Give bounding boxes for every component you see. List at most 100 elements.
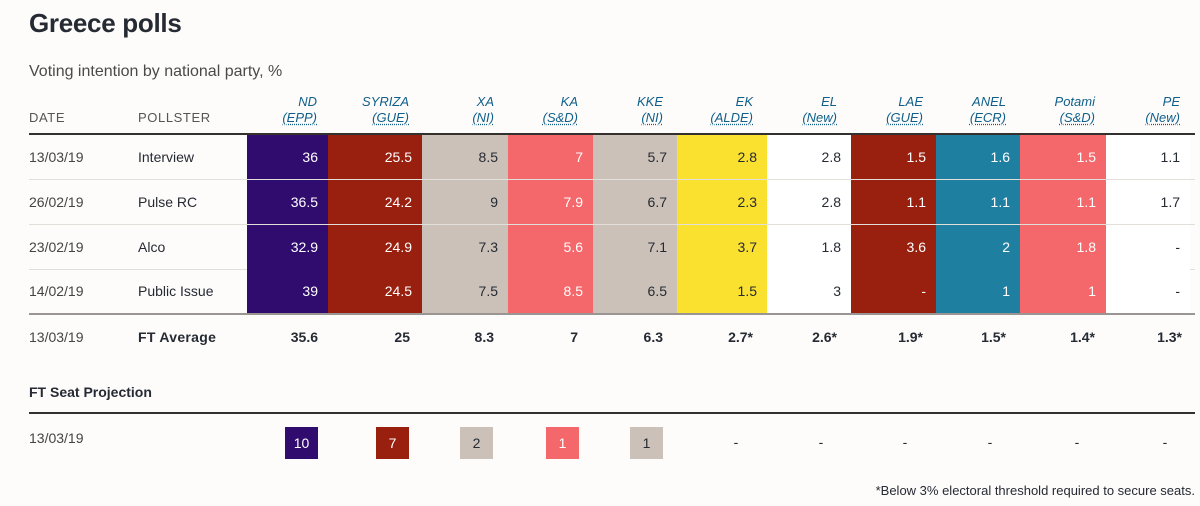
page-subtitle: Voting intention by national party, % bbox=[29, 63, 283, 80]
average-value-ka: 7 bbox=[570, 329, 578, 345]
value-cell-ka: 8.5 bbox=[508, 269, 593, 313]
value-cell-lae: - bbox=[851, 269, 936, 313]
header-divider bbox=[29, 133, 1195, 135]
value-cell-pe: 1.1 bbox=[1106, 135, 1190, 179]
value-cell-nd: 32.9 bbox=[247, 225, 328, 269]
value-cell-syriza: 24.2 bbox=[328, 180, 422, 224]
table-row: 23/02/19 Alco 32.9 24.9 7.3 5.6 7.1 3.7 … bbox=[0, 225, 1200, 269]
value-cell-lae: 3.6 bbox=[851, 225, 936, 269]
party-header-kke[interactable]: KKE (NI) bbox=[593, 94, 663, 126]
party-header-lae[interactable]: LAE (GUE) bbox=[851, 94, 923, 126]
value-cell-potami: 1 bbox=[1020, 269, 1106, 313]
value-cell-ka: 7 bbox=[508, 135, 593, 179]
poll-date: 26/02/19 bbox=[29, 194, 84, 210]
average-value-potami: 1.4* bbox=[1070, 329, 1095, 345]
value-cell-nd: 39 bbox=[247, 269, 328, 313]
seat-box-syriza: 7 bbox=[376, 427, 409, 459]
seat-box-xa: 2 bbox=[460, 427, 493, 459]
value-cell-nd: 36 bbox=[247, 135, 328, 179]
value-cell-pe: - bbox=[1106, 225, 1190, 269]
average-value-xa: 8.3 bbox=[474, 329, 494, 345]
party-group: (GUE) bbox=[372, 110, 409, 125]
value-cell-potami: 1.5 bbox=[1020, 135, 1106, 179]
poll-date: 13/03/19 bbox=[29, 149, 84, 165]
value-cell-pe: - bbox=[1106, 269, 1190, 313]
party-group: (EPP) bbox=[282, 110, 317, 125]
value-cell-anel: 1.6 bbox=[936, 135, 1020, 179]
party-group: (ECR) bbox=[969, 110, 1006, 125]
party-group: (New) bbox=[802, 110, 837, 125]
party-header-potami[interactable]: Potami (S&D) bbox=[1020, 94, 1095, 126]
value-cell-kke: 7.1 bbox=[593, 225, 677, 269]
average-date: 13/03/19 bbox=[29, 329, 84, 345]
party-group: (S&D) bbox=[542, 110, 578, 125]
party-group: (S&D) bbox=[1059, 110, 1095, 125]
value-cell-anel: 1 bbox=[936, 269, 1020, 313]
value-cell-potami: 1.8 bbox=[1020, 225, 1106, 269]
row-divider bbox=[29, 224, 1195, 225]
pollster-name: Pulse RC bbox=[138, 194, 198, 210]
value-cell-kke: 5.7 bbox=[593, 135, 677, 179]
party-name: LAE bbox=[898, 94, 923, 109]
party-header-syriza[interactable]: SYRIZA (GUE) bbox=[333, 94, 409, 126]
value-cell-kke: 6.5 bbox=[593, 269, 677, 313]
average-label: FT Average bbox=[138, 329, 217, 345]
value-cell-anel: 2 bbox=[936, 225, 1020, 269]
party-group: (New) bbox=[1145, 110, 1180, 125]
party-name: ANEL bbox=[972, 94, 1006, 109]
party-name: EK bbox=[735, 94, 753, 109]
value-cell-el: 2.8 bbox=[767, 135, 851, 179]
party-header-ka[interactable]: KA (S&D) bbox=[508, 94, 578, 126]
party-header-pe[interactable]: PE (New) bbox=[1106, 94, 1180, 126]
seat-value-potami: - bbox=[1074, 434, 1080, 450]
party-group: (GUE) bbox=[886, 110, 923, 125]
seat-value-lae: - bbox=[902, 434, 908, 450]
seat-box-kke: 1 bbox=[630, 427, 663, 459]
party-header-el[interactable]: EL (New) bbox=[767, 94, 837, 126]
pollster-name: Alco bbox=[138, 239, 166, 255]
value-cell-ka: 7.9 bbox=[508, 180, 593, 224]
average-value-ek: 2.7* bbox=[728, 329, 753, 345]
poll-date: 14/02/19 bbox=[29, 283, 84, 299]
seat-value-ek: - bbox=[733, 434, 739, 450]
table-row: 14/02/19 Public Issue 39 24.5 7.5 8.5 6.… bbox=[0, 269, 1200, 313]
page-title: Greece polls bbox=[29, 8, 182, 38]
value-cell-el: 3 bbox=[767, 269, 851, 313]
seat-projection-divider bbox=[29, 412, 1195, 414]
party-group: (NI) bbox=[641, 110, 663, 125]
pollster-name: Public Issue bbox=[138, 283, 214, 299]
seat-value-anel: - bbox=[987, 434, 993, 450]
value-cell-ek: 1.5 bbox=[677, 269, 767, 313]
party-name: KKE bbox=[636, 94, 663, 109]
party-name: KA bbox=[560, 94, 578, 109]
value-cell-potami: 1.1 bbox=[1020, 180, 1106, 224]
value-cell-ek: 2.8 bbox=[677, 135, 767, 179]
pollster-name: Interview bbox=[138, 149, 195, 165]
party-header-anel[interactable]: ANEL (ECR) bbox=[936, 94, 1006, 126]
seat-projection-title: FT Seat Projection bbox=[29, 384, 152, 400]
value-cell-xa: 8.5 bbox=[422, 135, 508, 179]
value-cell-ek: 2.3 bbox=[677, 180, 767, 224]
party-name: Potami bbox=[1054, 94, 1095, 109]
value-cell-xa: 7.3 bbox=[422, 225, 508, 269]
value-cell-lae: 1.1 bbox=[851, 180, 936, 224]
value-cell-lae: 1.5 bbox=[851, 135, 936, 179]
value-cell-pe: 1.7 bbox=[1106, 180, 1190, 224]
footnote: *Below 3% electoral threshold required t… bbox=[875, 483, 1195, 498]
party-group: (NI) bbox=[472, 110, 494, 125]
value-cell-anel: 1.1 bbox=[936, 180, 1020, 224]
party-header-ek[interactable]: EK (ALDE) bbox=[677, 94, 753, 126]
party-header-xa[interactable]: XA (NI) bbox=[422, 94, 494, 126]
average-value-kke: 6.3 bbox=[643, 329, 663, 345]
average-divider bbox=[29, 313, 1195, 315]
average-value-anel: 1.5* bbox=[981, 329, 1006, 345]
table-row: 13/03/19 Interview 36 25.5 8.5 7 5.7 2.8… bbox=[0, 135, 1200, 179]
party-header-nd[interactable]: ND (EPP) bbox=[247, 94, 317, 126]
average-value-el: 2.6* bbox=[812, 329, 837, 345]
value-cell-xa: 9 bbox=[422, 180, 508, 224]
poll-date: 23/02/19 bbox=[29, 239, 84, 255]
party-group: (ALDE) bbox=[710, 110, 753, 125]
value-cell-syriza: 25.5 bbox=[328, 135, 422, 179]
party-name: PE bbox=[1162, 94, 1180, 109]
value-cell-xa: 7.5 bbox=[422, 269, 508, 313]
